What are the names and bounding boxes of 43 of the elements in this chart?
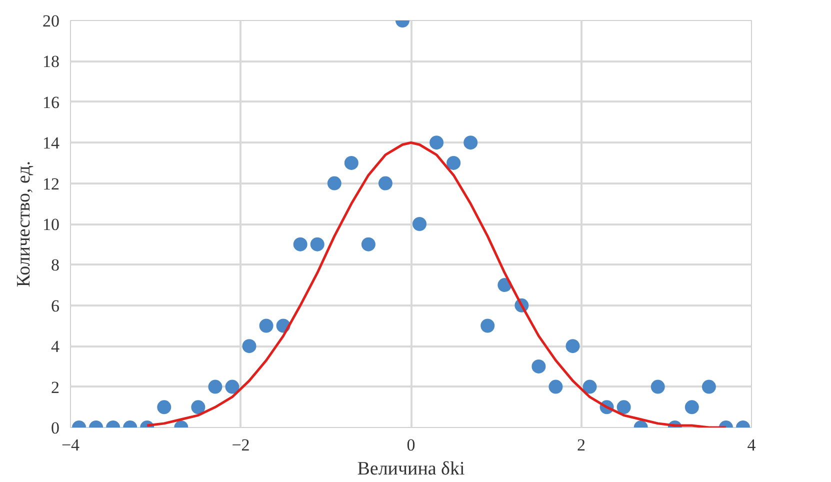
x-tick-label: −2 xyxy=(232,436,250,454)
point xyxy=(242,339,256,354)
x-tick-label: 4 xyxy=(747,436,756,454)
point xyxy=(684,400,699,414)
x-tick-label: 2 xyxy=(577,436,586,454)
point xyxy=(480,318,495,333)
point xyxy=(412,217,427,231)
point xyxy=(532,359,546,374)
point xyxy=(225,380,240,394)
x-axis-title: Величина δki xyxy=(357,458,465,480)
point xyxy=(582,380,597,394)
point xyxy=(293,237,308,252)
point xyxy=(464,136,478,150)
point xyxy=(157,400,172,414)
point xyxy=(310,237,324,252)
point xyxy=(548,380,563,394)
x-tick-label: 0 xyxy=(406,436,416,454)
point xyxy=(566,339,580,354)
y-tick-label: 18 xyxy=(42,52,60,72)
y-tick-label: 0 xyxy=(51,418,60,438)
point xyxy=(378,176,392,190)
y-tick-label: 2 xyxy=(51,378,60,397)
y-tick-label: 10 xyxy=(42,215,60,234)
point xyxy=(446,156,461,170)
y-tick-label: 20 xyxy=(42,12,60,30)
y-axis-title: Количество, ед. xyxy=(14,160,34,288)
point xyxy=(430,136,444,150)
point xyxy=(361,237,376,252)
point xyxy=(191,400,206,414)
y-tick-label: 8 xyxy=(51,256,60,275)
x-tick-label: −4 xyxy=(61,436,80,454)
point xyxy=(702,380,716,394)
y-tick-label: 16 xyxy=(42,92,60,112)
y-tick-label: 12 xyxy=(42,174,60,194)
point xyxy=(208,380,222,394)
point xyxy=(344,156,358,170)
y-tick-label: 14 xyxy=(42,134,60,153)
point xyxy=(259,318,274,333)
y-tick-label: 4 xyxy=(51,337,60,356)
point xyxy=(327,176,342,190)
point xyxy=(650,380,665,394)
point xyxy=(616,400,631,414)
y-tick-label: 6 xyxy=(51,296,60,316)
